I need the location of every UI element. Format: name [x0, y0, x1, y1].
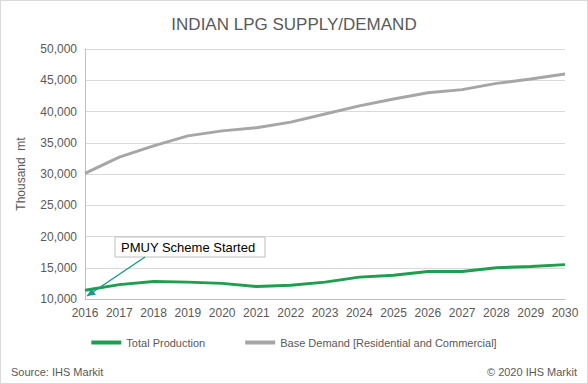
svg-text:2025: 2025	[380, 306, 407, 320]
svg-text:20,000: 20,000	[40, 230, 77, 244]
svg-text:35,000: 35,000	[40, 136, 77, 150]
svg-text:2021: 2021	[243, 306, 270, 320]
svg-text:2019: 2019	[175, 306, 202, 320]
svg-text:Total Production: Total Production	[126, 337, 205, 349]
svg-text:Base Demand [Residential and C: Base Demand [Residential and Commercial]	[280, 337, 496, 349]
svg-text:10,000: 10,000	[40, 292, 77, 306]
svg-text:2028: 2028	[483, 306, 510, 320]
svg-text:40,000: 40,000	[40, 105, 77, 119]
svg-text:45,000: 45,000	[40, 73, 77, 87]
svg-text:Thousand mt: Thousand mt	[14, 137, 28, 211]
svg-text:2030: 2030	[552, 306, 579, 320]
svg-text:2024: 2024	[346, 306, 373, 320]
svg-text:2017: 2017	[106, 306, 133, 320]
svg-text:2018: 2018	[140, 306, 167, 320]
svg-text:30,000: 30,000	[40, 167, 77, 181]
svg-text:2026: 2026	[415, 306, 442, 320]
svg-text:2020: 2020	[209, 306, 236, 320]
svg-text:2027: 2027	[449, 306, 476, 320]
svg-text:© 2020 IHS Markit: © 2020 IHS Markit	[487, 366, 577, 378]
svg-text:2022: 2022	[277, 306, 304, 320]
svg-text:50,000: 50,000	[40, 42, 77, 56]
svg-text:2023: 2023	[312, 306, 339, 320]
svg-text:2016: 2016	[72, 306, 99, 320]
svg-text:15,000: 15,000	[40, 261, 77, 275]
svg-text:25,000: 25,000	[40, 198, 77, 212]
svg-text:2029: 2029	[517, 306, 544, 320]
svg-text:PMUY Scheme Started: PMUY Scheme Started	[121, 240, 255, 255]
svg-text:INDIAN LPG SUPPLY/DEMAND: INDIAN LPG SUPPLY/DEMAND	[171, 15, 416, 34]
svg-text:Source: IHS Markit: Source: IHS Markit	[11, 366, 103, 378]
